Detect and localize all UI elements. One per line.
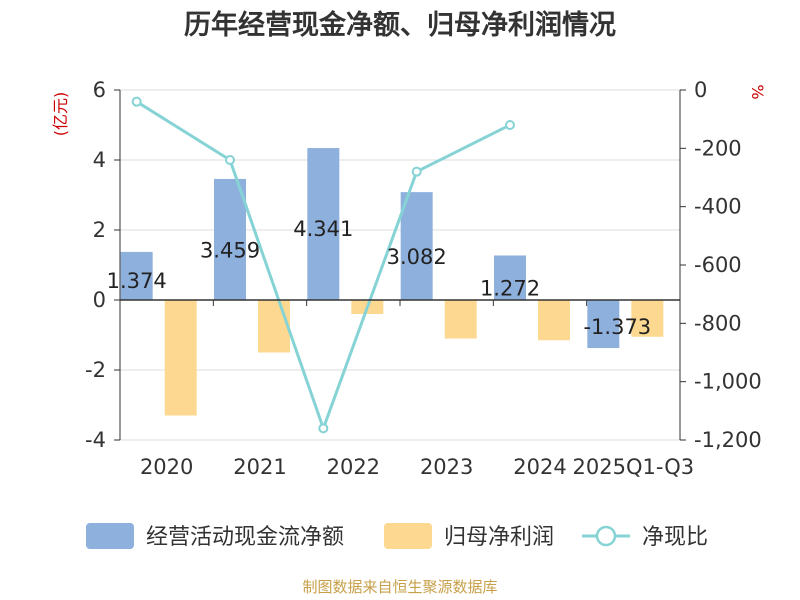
axes: 6 4 2 0 -2 -4 0 -200 -400 -600 -800 -1,000 -1,200 202… [85,78,762,479]
legend-item: 归母净利润 [384,523,554,550]
cash-flow-bar [587,300,620,349]
right-axis-tick-label: -1,000 [694,370,762,394]
line-layer [131,96,515,434]
cash-ratio-point [131,96,142,107]
x-axis-tick-label: 2022 [327,455,380,479]
right-axis-tick-label: -400 [694,195,742,219]
cash-flow-bar [214,178,246,300]
left-axis-tick-label: -4 [85,428,106,452]
cash-flow-data-label: 4.341 [293,217,353,241]
cash-flow-data-label: 3.459 [200,238,260,262]
net-profit-bar [631,300,664,337]
cash-ratio-point [411,166,422,177]
right-axis-tick-label: -600 [694,253,742,277]
cash-ratio-point [225,155,235,165]
legend-label: 净现比 [642,525,708,550]
legend-label: 归母净利润 [444,525,554,550]
x-axis-tick-label: 2021 [233,455,286,479]
net-profit-bar [444,300,477,339]
bar-layer [120,148,664,416]
cash-flow-data-label: 1.272 [480,277,540,301]
legend-label: 经营活动现金流净额 [146,525,344,550]
data-labels: 1.374 3.459 4.341 3.082 1.272 -1.373 [107,217,652,339]
net-profit-bar [538,300,570,341]
source-note: 制图数据来自恒生聚源数据库 [302,578,497,596]
net-profit-bar [258,300,290,353]
right-axis-tick-label: -200 [694,136,742,160]
cash-flow-bar [494,255,526,300]
right-axis-unit: % [748,84,767,99]
legend-marker [595,525,617,547]
left-axis-tick-label: 4 [93,148,106,172]
cash-flow-bar [120,251,153,300]
legend: 经营活动现金流净额 归母净利润 净现比 [86,523,708,550]
legend-item: 经营活动现金流净额 [86,523,344,550]
right-axis-tick-label: -1,200 [694,428,762,452]
right-axis-tick-label: 0 [694,78,707,102]
right-axis-tick-label: -800 [694,311,742,335]
cash-flow-data-label: 1.374 [107,269,167,293]
legend-item: 净现比 [582,525,708,550]
cash-flow-bar [400,192,433,300]
left-axis-tick-label: 0 [93,288,106,312]
left-axis-tick-label: 6 [93,78,106,102]
legend-swatch [384,523,432,549]
cash-ratio-point [505,120,515,130]
x-axis-tick-label: 2024 [513,455,566,479]
x-axis-tick-label: 2020 [140,455,193,479]
left-axis-unit: (亿元) [51,92,70,137]
left-axis-tick-label: -2 [85,358,106,382]
chart-title: 历年经营现金净额、归母净利润情况 [184,9,616,41]
cash-flow-bar [307,148,340,300]
net-profit-bar [164,300,197,416]
legend-swatch [86,523,134,549]
cash-flow-data-label: -1.373 [583,315,651,339]
x-axis-tick-label: 2025Q1-Q3 [573,455,695,479]
cash-flow-data-label: 3.082 [387,245,447,269]
cash-ratio-point [318,423,329,434]
left-axis-tick-label: 2 [93,218,106,242]
x-axis-tick-label: 2023 [420,455,473,479]
